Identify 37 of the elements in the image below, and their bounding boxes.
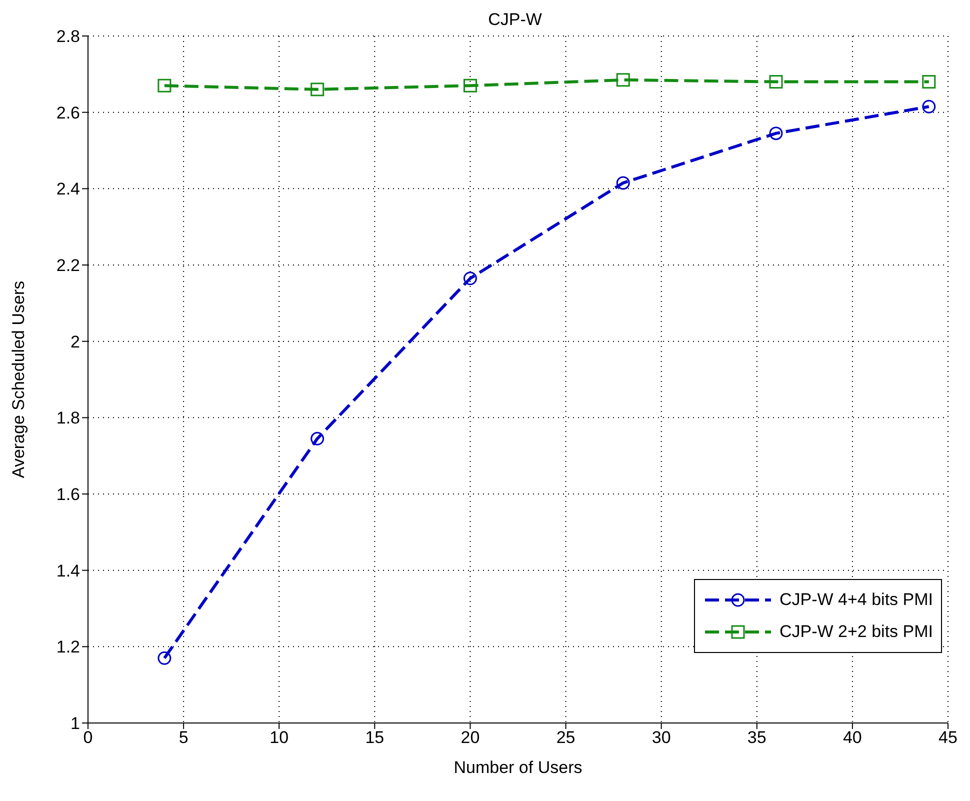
point (310, 82, 324, 96)
y-tick-label: 2.8 (56, 27, 80, 46)
point (769, 75, 783, 89)
point (158, 651, 172, 665)
point (463, 272, 477, 286)
y-tick-label: 2 (70, 332, 80, 352)
point (616, 176, 630, 190)
y-tick-label: 2.2 (56, 256, 80, 276)
x-tick-label: 30 (652, 728, 671, 748)
x-tick-label: 5 (178, 728, 188, 748)
y-tick-label: 1.2 (56, 638, 80, 657)
point (769, 126, 783, 140)
x-tick-label: 10 (270, 728, 289, 748)
y-tick-label: 1.8 (56, 408, 80, 428)
y-tick-label: 1 (70, 714, 80, 734)
x-tick-label: 20 (460, 728, 480, 748)
y-tick-label: 1.4 (56, 561, 80, 580)
point (463, 78, 477, 92)
x-tick-label: 45 (938, 728, 958, 748)
x-tick-label: 35 (747, 728, 766, 748)
legend-label: CJP-W 4+4 bits PMI (779, 590, 933, 610)
y-tick-label: 1.6 (56, 485, 80, 504)
point (922, 100, 936, 114)
point (310, 432, 324, 446)
legend-label: CJP-W 2+2 bits PMI (779, 622, 933, 642)
point (158, 78, 172, 92)
y-tick-label: 2.4 (56, 180, 80, 199)
y-axis-title: Average Scheduled Users (9, 280, 28, 478)
chart-title: CJP-W (488, 10, 542, 29)
x-tick-label: 0 (83, 728, 93, 748)
x-tick-label: 15 (365, 728, 384, 748)
y-tick-label: 2.6 (56, 103, 80, 122)
x-axis-title: Number of Users (454, 758, 582, 777)
x-tick-label: 25 (556, 728, 576, 748)
x-tick-label: 40 (842, 728, 862, 748)
point (922, 75, 936, 89)
point (616, 73, 630, 87)
